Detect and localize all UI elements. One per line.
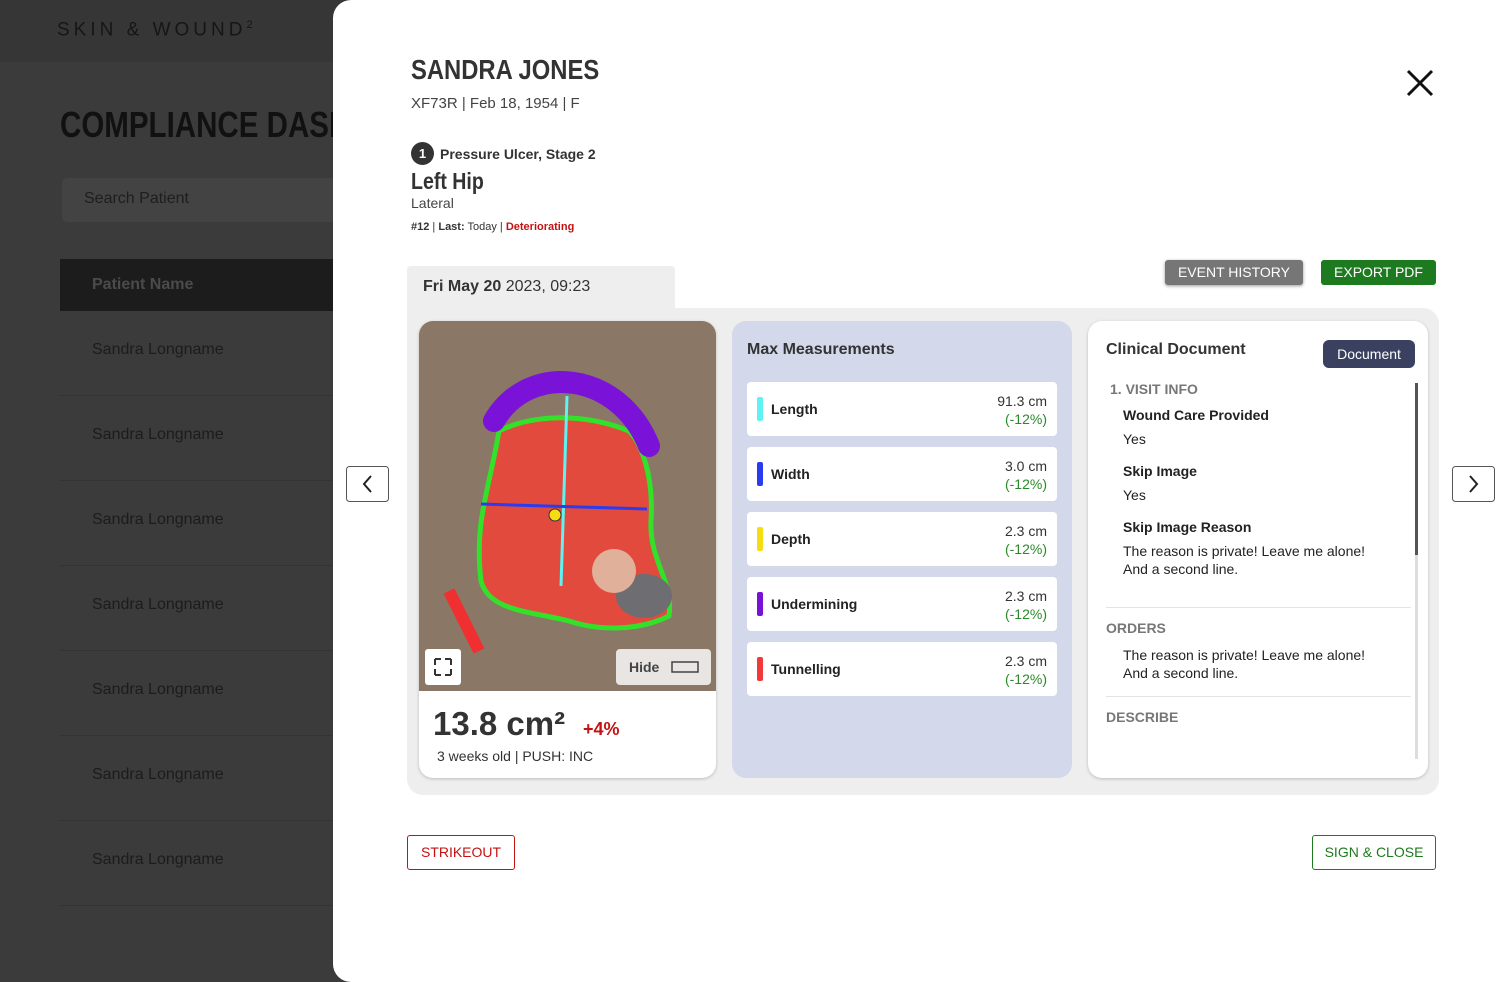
clinical-section: ORDERS The reason is private! Leave me al…: [1106, 620, 1411, 697]
time: 2023, 09:23: [505, 278, 591, 295]
area-value: 13.8 cm²: [433, 705, 566, 742]
clinical-card: Clinical Document Document 1. VISIT INFO…: [1088, 321, 1428, 778]
section-heading: 1. VISIT INFO: [1110, 381, 1198, 397]
patient-row[interactable]: Sandra Longname: [60, 481, 350, 566]
field-value: Yes: [1123, 431, 1146, 447]
wound-status: Deteriorating: [505, 221, 575, 233]
document-button[interactable]: Document: [1323, 340, 1415, 368]
measurement-change: (-12%): [1004, 671, 1047, 687]
search-input[interactable]: Search Patient: [62, 178, 352, 222]
scroll-thumb[interactable]: [1415, 383, 1418, 555]
scroll-track: [1415, 383, 1418, 759]
clinical-section: DESCRIBE: [1106, 709, 1411, 749]
measurement-value: 3.0 cm: [1004, 458, 1047, 474]
assessment-panel: Hide 13.8 cm² +4% 3 weeks old | PUSH: IN…: [407, 308, 1439, 795]
field-label: Wound Care Provided: [1123, 407, 1269, 423]
measurement-row: Depth 2.3 cm (-12%): [747, 512, 1057, 566]
measurement-values: 2.3 cm (-12%): [1005, 652, 1047, 688]
measurement-label: Undermining: [771, 596, 858, 612]
measurement-color: [757, 397, 763, 421]
clinical-title: Clinical Document: [1106, 341, 1246, 358]
patient-row[interactable]: Sandra Longname: [60, 736, 350, 821]
patient-row[interactable]: Sandra Longname: [60, 821, 350, 906]
measurement-label: Length: [771, 401, 818, 417]
wound-sublocation: Lateral: [411, 195, 454, 211]
measurement-values: 3.0 cm (-12%): [1005, 457, 1047, 493]
visit-number: #12: [411, 221, 430, 233]
measurements-card: Max Measurements Length 91.3 cm (-12%) Widt…: [732, 321, 1072, 778]
measurement-label: Depth: [771, 531, 811, 547]
last-label: Last:: [438, 221, 465, 233]
section-text: The reason is private! Leave me alone! A…: [1123, 647, 1366, 681]
measurement-value: 2.3 cm: [1004, 588, 1047, 604]
next-button[interactable]: [1452, 466, 1495, 502]
measurement-label: Width: [771, 466, 810, 482]
wound-type: Pressure Ulcer, Stage 2: [440, 146, 596, 162]
measurement-change: (-12%): [1004, 411, 1047, 427]
patient-row[interactable]: Sandra Longname: [60, 566, 350, 651]
table-header: Patient Name: [60, 259, 350, 311]
wound-modal: SANDRA JONES XF73R | Feb 18, 1954 | F 1 …: [333, 0, 1512, 982]
wound-image: [419, 321, 716, 691]
date-tab[interactable]: Fri May 20 2023, 09:23: [407, 266, 675, 310]
patient-row[interactable]: Sandra Longname: [60, 651, 350, 736]
measurement-color: [757, 462, 763, 486]
measurement-value: 2.3 cm: [1004, 653, 1047, 669]
field-label: Skip Image Reason: [1123, 519, 1252, 535]
brand-sup: 2: [246, 19, 253, 31]
image-card: Hide 13.8 cm² +4% 3 weeks old | PUSH: IN…: [419, 321, 716, 778]
measurement-row: Length 91.3 cm (-12%): [747, 382, 1057, 436]
measurement-values: 2.3 cm (-12%): [1005, 587, 1047, 623]
patient-row[interactable]: Sandra Longname: [60, 311, 350, 396]
measurement-color: [757, 657, 763, 681]
measurement-row: Undermining 2.3 cm (-12%): [747, 577, 1057, 631]
wound-number: 1: [411, 142, 434, 165]
export-pdf-button[interactable]: EXPORT PDF: [1321, 260, 1436, 285]
clinical-body: 1. VISIT INFO Wound Care Provided Yes Skip …: [1106, 379, 1411, 759]
measurement-row: Tunnelling 2.3 cm (-12%): [747, 642, 1057, 696]
event-history-button[interactable]: EVENT HISTORY: [1165, 260, 1303, 285]
field-value: The reason is private! Leave me alone! A…: [1123, 543, 1366, 577]
date: Fri May 20: [423, 278, 502, 295]
field-value: Yes: [1123, 487, 1146, 503]
measurement-values: 2.3 cm (-12%): [1005, 522, 1047, 558]
close-button[interactable]: [1405, 68, 1435, 98]
wound-meta: #12 | Last: Today | Deteriorating: [411, 221, 575, 233]
measurement-value: 91.3 cm: [997, 393, 1047, 409]
brand-text: SKIN & WOUND: [57, 19, 247, 41]
area-details: 3 weeks old | PUSH: INC: [437, 748, 594, 764]
measurement-change: (-12%): [1004, 476, 1047, 492]
measurement-color: [757, 592, 763, 616]
patient-name: SANDRA JONES: [411, 54, 600, 85]
wound-location: Left Hip: [411, 168, 484, 194]
last-value: Today: [467, 221, 497, 233]
section-heading: DESCRIBE: [1106, 709, 1179, 725]
measurement-color: [757, 527, 763, 551]
strikeout-button[interactable]: STRIKEOUT: [407, 835, 515, 870]
section-heading: ORDERS: [1106, 620, 1166, 636]
clinical-section: 1. VISIT INFO Wound Care Provided Yes Skip …: [1106, 381, 1411, 608]
measurement-value: 2.3 cm: [1004, 523, 1047, 539]
patient-info: XF73R | Feb 18, 1954 | F: [411, 95, 580, 112]
area-change: +4%: [583, 719, 620, 739]
brand: SKIN & WOUND2: [57, 19, 253, 41]
measurement-change: (-12%): [1004, 606, 1047, 622]
measurements-title: Max Measurements: [747, 341, 895, 358]
measurement-row: Width 3.0 cm (-12%): [747, 447, 1057, 501]
measurement-label: Tunnelling: [771, 661, 841, 677]
hide-toggle[interactable]: Hide: [629, 659, 660, 675]
prev-button[interactable]: [346, 466, 389, 502]
patient-row[interactable]: Sandra Longname: [60, 396, 350, 481]
sign-close-button[interactable]: SIGN & CLOSE: [1312, 835, 1436, 870]
measurement-change: (-12%): [1004, 541, 1047, 557]
field-label: Skip Image: [1123, 463, 1197, 479]
measurement-values: 91.3 cm (-12%): [997, 392, 1047, 428]
